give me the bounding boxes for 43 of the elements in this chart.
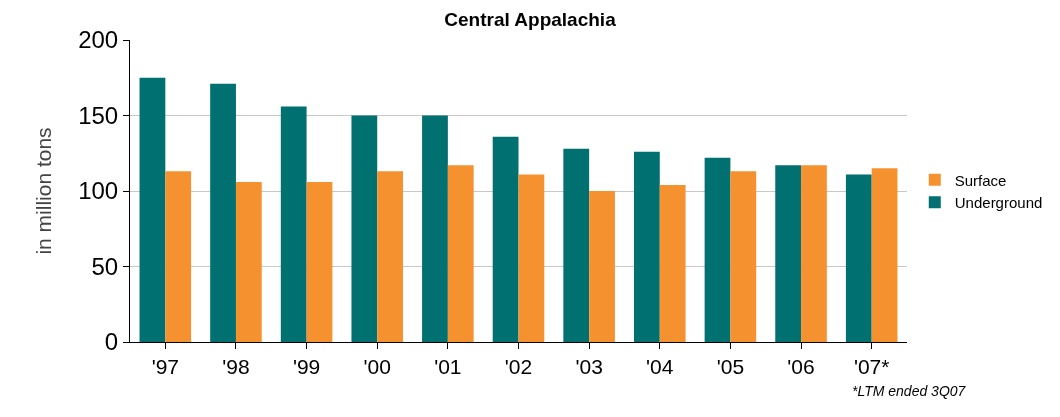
bar <box>422 115 448 342</box>
x-tick-label: '06 <box>787 355 815 379</box>
x-tick-label: '01 <box>434 355 462 379</box>
bar <box>730 171 757 342</box>
bar <box>165 171 192 342</box>
bar <box>235 181 262 342</box>
bar <box>704 157 731 342</box>
x-tick-label: '00 <box>363 355 391 379</box>
bar <box>871 168 898 342</box>
bar <box>139 77 166 342</box>
y-tick-label: 100 <box>78 177 119 205</box>
bar <box>518 174 545 342</box>
bar <box>447 165 474 342</box>
x-tick-label: '07* <box>853 355 890 379</box>
y-tick-label: 200 <box>78 26 119 54</box>
bar <box>306 181 333 342</box>
x-tick-label: '98 <box>222 355 250 379</box>
x-tick-label: '99 <box>292 355 321 379</box>
bar <box>589 191 615 342</box>
x-tick-label: '05 <box>716 355 745 379</box>
y-tick-label: 50 <box>91 252 119 280</box>
bar <box>775 165 802 342</box>
bar <box>210 83 236 342</box>
legend-label: Underground <box>954 194 1043 212</box>
x-tick-label: '02 <box>504 355 533 379</box>
bar <box>280 106 307 342</box>
y-axis-title: in million tons <box>32 127 56 255</box>
bar <box>659 184 686 342</box>
bar <box>492 136 519 342</box>
x-tick-label: '97 <box>151 355 180 379</box>
legend-label: Surface <box>954 171 1007 189</box>
bar <box>377 171 404 342</box>
bar <box>633 151 660 342</box>
bar <box>351 115 378 342</box>
x-tick-label: '03 <box>575 355 603 379</box>
x-tick-label: '04 <box>646 355 674 379</box>
bar <box>845 174 872 342</box>
chart-title: Central Appalachia <box>444 8 617 30</box>
y-tick-label: 150 <box>78 101 119 129</box>
text: *LTM ended 3Q07 <box>852 383 967 399</box>
bar <box>801 165 827 342</box>
bar <box>563 148 590 342</box>
y-tick-label: 0 <box>104 328 119 356</box>
